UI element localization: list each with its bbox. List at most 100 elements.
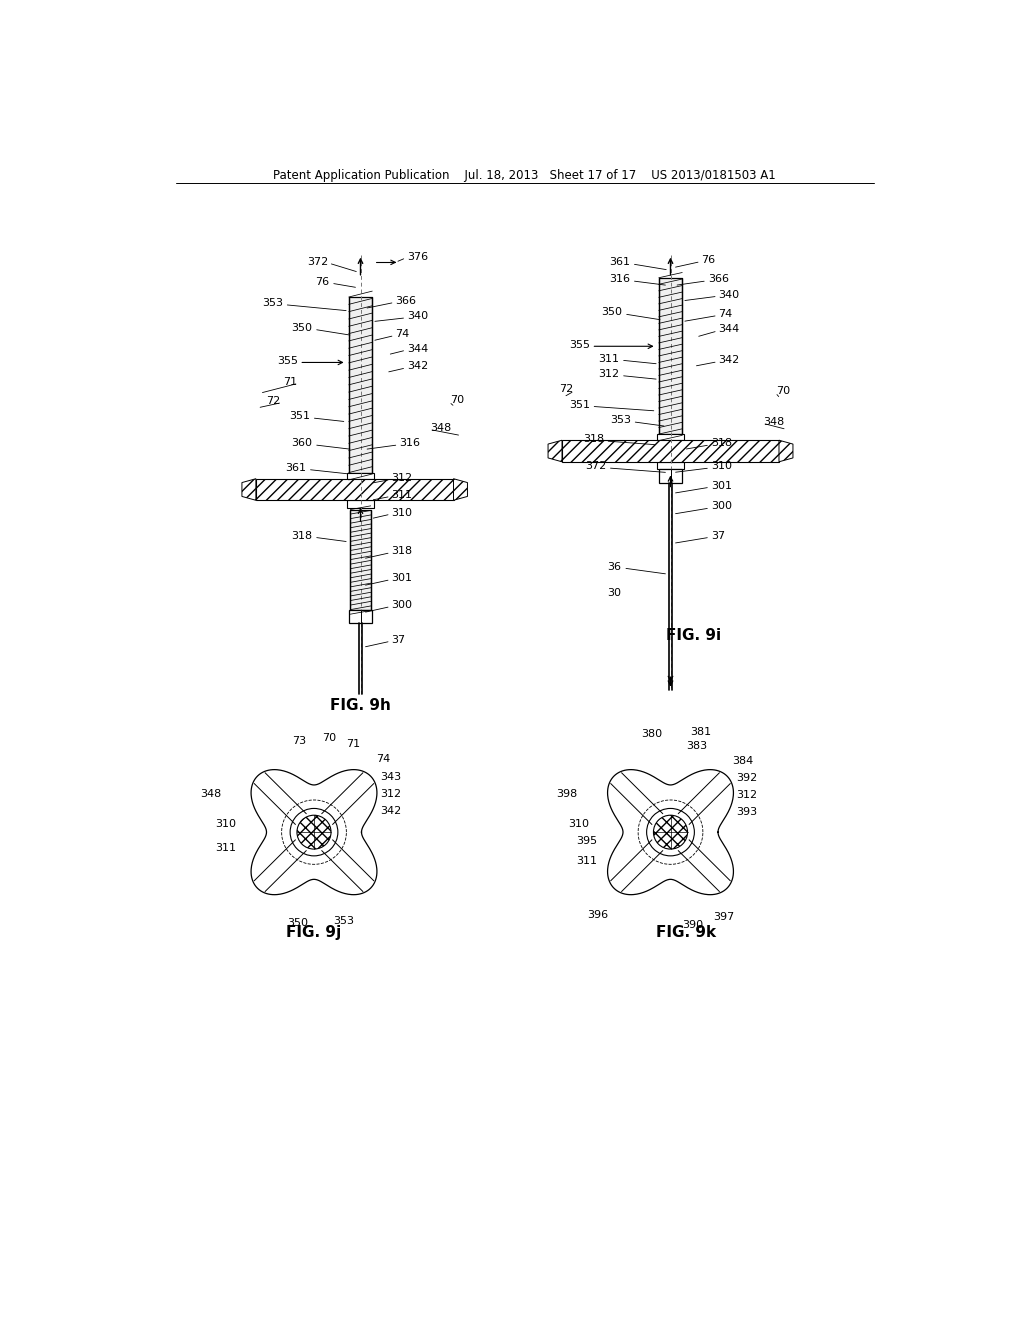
- Circle shape: [297, 816, 331, 849]
- Circle shape: [653, 816, 687, 849]
- Text: 350: 350: [601, 308, 623, 317]
- Text: 366: 366: [395, 296, 417, 306]
- Bar: [658, 277, 682, 434]
- Text: 366: 366: [708, 275, 729, 284]
- Circle shape: [290, 808, 338, 855]
- Text: 74: 74: [719, 309, 733, 319]
- Text: Patent Application Publication    Jul. 18, 2013   Sheet 17 of 17    US 2013/0181: Patent Application Publication Jul. 18, …: [273, 169, 776, 182]
- Bar: [349, 297, 372, 473]
- Text: 376: 376: [407, 252, 428, 261]
- Text: 76: 76: [701, 255, 716, 265]
- Text: 353: 353: [334, 916, 354, 925]
- Text: 390: 390: [682, 920, 703, 929]
- Text: FIG. 9h: FIG. 9h: [330, 697, 391, 713]
- Bar: [656, 462, 684, 470]
- Text: 70: 70: [322, 733, 336, 743]
- Text: 353: 353: [262, 298, 283, 308]
- Text: 311: 311: [598, 354, 620, 363]
- Text: FIG. 9i: FIG. 9i: [667, 628, 721, 643]
- Text: 318: 318: [711, 438, 732, 449]
- Text: 72: 72: [266, 396, 281, 407]
- Text: 36: 36: [607, 561, 622, 572]
- Text: 312: 312: [736, 791, 758, 800]
- Text: 396: 396: [588, 911, 608, 920]
- Bar: [346, 473, 375, 479]
- Text: 398: 398: [556, 788, 578, 799]
- Text: 340: 340: [407, 312, 428, 321]
- Text: 380: 380: [642, 729, 663, 739]
- Bar: [256, 479, 454, 500]
- Text: 344: 344: [407, 343, 428, 354]
- Text: 318: 318: [391, 546, 413, 556]
- Text: 311: 311: [391, 490, 413, 500]
- Text: 71: 71: [346, 739, 360, 748]
- Text: 397: 397: [713, 912, 734, 921]
- Text: 310: 310: [215, 820, 237, 829]
- Text: 311: 311: [215, 842, 237, 853]
- Circle shape: [646, 808, 694, 855]
- Text: 342: 342: [407, 362, 428, 371]
- Text: 318: 318: [291, 531, 312, 541]
- Text: 351: 351: [569, 400, 590, 409]
- Text: 353: 353: [610, 416, 631, 425]
- Text: 392: 392: [736, 774, 758, 783]
- Text: 342: 342: [719, 355, 739, 366]
- Text: 381: 381: [690, 727, 711, 737]
- Text: 361: 361: [286, 463, 306, 473]
- Bar: [346, 500, 375, 508]
- Polygon shape: [242, 479, 256, 500]
- Text: 384: 384: [732, 756, 754, 767]
- Text: 350: 350: [287, 917, 308, 928]
- Text: 30: 30: [607, 589, 622, 598]
- Text: 311: 311: [575, 857, 597, 866]
- Text: 372: 372: [585, 462, 606, 471]
- Text: 393: 393: [736, 807, 758, 817]
- Text: 355: 355: [278, 356, 299, 366]
- Text: 360: 360: [292, 438, 312, 449]
- Text: 350: 350: [292, 323, 312, 333]
- Text: 340: 340: [719, 289, 739, 300]
- Text: 37: 37: [391, 635, 406, 644]
- Text: 70: 70: [450, 395, 464, 405]
- Text: 312: 312: [380, 788, 401, 799]
- Bar: [350, 510, 371, 610]
- Text: 310: 310: [391, 508, 413, 517]
- Text: 310: 310: [711, 462, 732, 471]
- Text: 395: 395: [575, 837, 597, 846]
- Text: 348: 348: [430, 422, 452, 433]
- Bar: [349, 297, 372, 473]
- Text: 300: 300: [711, 502, 732, 511]
- Text: 348: 348: [764, 417, 784, 426]
- Text: 316: 316: [609, 275, 630, 284]
- Polygon shape: [607, 770, 733, 895]
- Text: 316: 316: [399, 438, 420, 449]
- Text: 343: 343: [380, 772, 401, 781]
- Text: 383: 383: [686, 741, 708, 751]
- Text: 74: 74: [395, 329, 410, 339]
- Text: 351: 351: [289, 412, 310, 421]
- Bar: [562, 441, 779, 462]
- Text: 72: 72: [559, 384, 572, 395]
- Polygon shape: [548, 441, 562, 462]
- Text: 70: 70: [776, 385, 791, 396]
- FancyBboxPatch shape: [658, 470, 682, 483]
- Text: 344: 344: [719, 325, 739, 334]
- FancyBboxPatch shape: [349, 610, 372, 623]
- Bar: [658, 277, 682, 434]
- Text: 318: 318: [583, 434, 604, 445]
- Text: 300: 300: [391, 601, 413, 610]
- Text: 74: 74: [376, 754, 390, 764]
- Text: 37: 37: [711, 531, 725, 541]
- Text: 73: 73: [292, 737, 306, 746]
- Polygon shape: [251, 770, 377, 895]
- Text: 301: 301: [711, 480, 732, 491]
- Polygon shape: [454, 479, 467, 500]
- Text: 310: 310: [568, 820, 589, 829]
- Text: FIG. 9j: FIG. 9j: [287, 925, 342, 940]
- Bar: [656, 434, 684, 441]
- Text: 372: 372: [307, 257, 328, 268]
- Text: 76: 76: [315, 277, 330, 286]
- Text: 71: 71: [283, 376, 297, 387]
- Bar: [350, 510, 371, 610]
- Text: FIG. 9k: FIG. 9k: [656, 925, 716, 940]
